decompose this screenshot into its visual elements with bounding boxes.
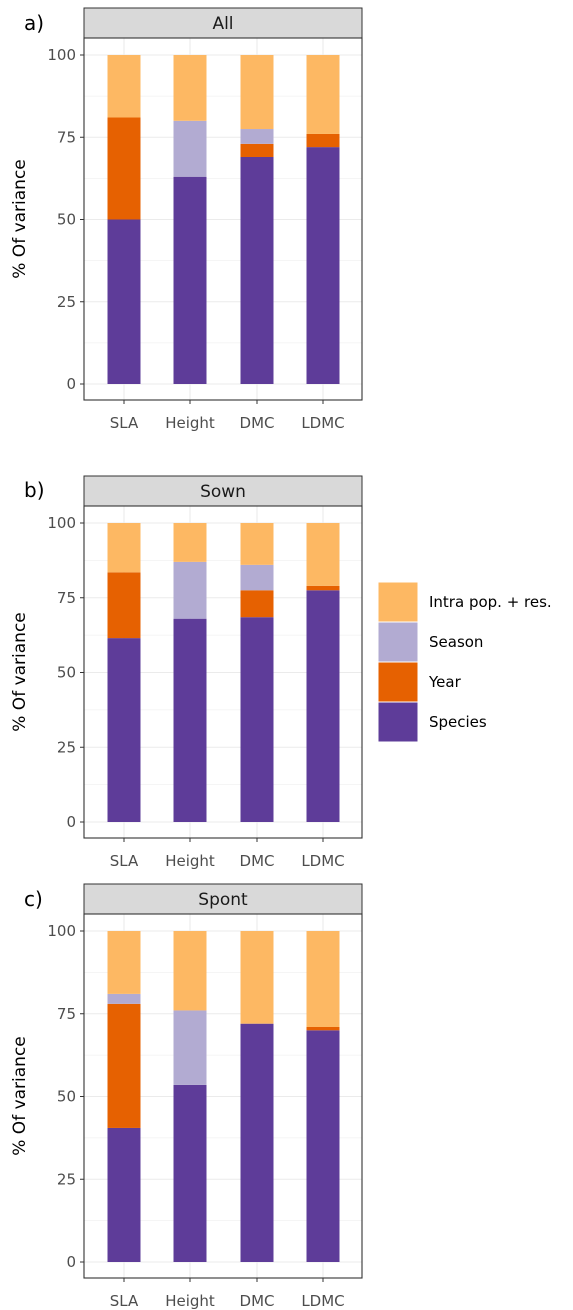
facet-strip xyxy=(83,883,363,915)
y-tick-label: 100 xyxy=(47,922,76,940)
bar-dmc-intra-pop-res xyxy=(240,931,274,1024)
legend-key-species xyxy=(377,701,419,743)
y-tick-label: 50 xyxy=(57,1088,76,1106)
bar-height-species xyxy=(173,1084,207,1262)
y-tick-label: 0 xyxy=(66,375,76,393)
x-tick-label: DMC xyxy=(240,852,275,870)
bar-sla-year xyxy=(107,1003,141,1128)
bar-sla-intra-pop-res xyxy=(107,55,141,118)
legend-key-year xyxy=(377,661,419,703)
facet-strip xyxy=(83,475,363,507)
bar-ldmc-species xyxy=(306,147,340,384)
bar-ldmc-intra-pop-res xyxy=(306,523,340,586)
legend-key-season xyxy=(377,621,419,663)
panel-letter: c) xyxy=(24,887,43,911)
bar-height-species xyxy=(173,618,207,822)
y-tick-label: 75 xyxy=(57,1005,76,1023)
bar-height-species xyxy=(173,176,207,384)
bar-sla-species xyxy=(107,219,141,384)
x-tick-label: SLA xyxy=(110,1292,139,1310)
y-tick-label: 25 xyxy=(57,293,76,311)
y-tick-label: 75 xyxy=(57,128,76,146)
legend-label: Species xyxy=(429,713,487,731)
bar-height-season xyxy=(173,120,207,177)
bar-height-season xyxy=(173,1010,207,1085)
bar-height-intra-pop-res xyxy=(173,523,207,562)
panel-all: a) All 0 25 50 75 100 SLA Height DMC LDMC % Of vari… xyxy=(10,7,363,432)
x-tick-label: LDMC xyxy=(301,852,344,870)
legend: Intra pop. + res. Season Year Species xyxy=(377,581,552,743)
y-tick-label: 0 xyxy=(66,813,76,831)
x-tick-label: Height xyxy=(165,414,215,432)
x-tick-label: DMC xyxy=(240,414,275,432)
y-axis-title: % Of variance xyxy=(10,1036,30,1156)
bar-height-intra-pop-res xyxy=(173,55,207,121)
legend-label: Year xyxy=(428,673,462,691)
x-tick-label: SLA xyxy=(110,852,139,870)
bar-ldmc-year xyxy=(306,585,340,591)
y-tick-label: 100 xyxy=(47,46,76,64)
bar-dmc-intra-pop-res xyxy=(240,523,274,565)
bar-sla-intra-pop-res xyxy=(107,931,141,994)
y-axis-title: % Of variance xyxy=(10,612,30,732)
panel-letter: a) xyxy=(24,11,44,35)
bar-dmc-species xyxy=(240,1023,274,1262)
y-tick-label: 0 xyxy=(66,1253,76,1271)
bar-sla-species xyxy=(107,1127,141,1262)
bar-ldmc-intra-pop-res xyxy=(306,55,340,134)
bar-dmc-intra-pop-res xyxy=(240,55,274,130)
bar-height-season xyxy=(173,561,207,619)
bar-dmc-year xyxy=(240,143,274,157)
bar-dmc-season xyxy=(240,129,274,144)
y-axis-title: % Of variance xyxy=(10,159,30,279)
bar-sla-year xyxy=(107,572,141,639)
x-tick-label: DMC xyxy=(240,1292,275,1310)
bar-ldmc-year xyxy=(306,133,340,148)
facet-strip xyxy=(83,7,363,39)
panel-spont: c) Spont 0 25 50 75 100 SLA Height DMC LDMC % Of va… xyxy=(10,883,363,1310)
panel-letter: b) xyxy=(24,478,45,502)
bar-ldmc-species xyxy=(306,1030,340,1262)
y-tick-label: 25 xyxy=(57,738,76,756)
bar-dmc-year xyxy=(240,590,274,618)
bar-height-intra-pop-res xyxy=(173,931,207,1011)
y-tick-label: 25 xyxy=(57,1170,76,1188)
panel-sown: b) Sown 0 25 50 75 100 SLA Height DMC LDMC % Of var… xyxy=(10,475,363,870)
x-tick-label: LDMC xyxy=(301,414,344,432)
legend-label: Intra pop. + res. xyxy=(429,593,552,611)
y-tick-label: 100 xyxy=(47,514,76,532)
bar-dmc-season xyxy=(240,564,274,591)
y-tick-label: 75 xyxy=(57,589,76,607)
bar-sla-season xyxy=(107,993,141,1004)
y-tick-label: 50 xyxy=(57,664,76,682)
bar-dmc-species xyxy=(240,156,274,384)
legend-key-intra-pop-res xyxy=(377,581,419,623)
x-tick-label: LDMC xyxy=(301,1292,344,1310)
x-tick-label: Height xyxy=(165,852,215,870)
bar-dmc-species xyxy=(240,617,274,822)
legend-label: Season xyxy=(429,633,483,651)
bar-sla-intra-pop-res xyxy=(107,523,141,573)
bar-sla-year xyxy=(107,117,141,220)
facet-title: All xyxy=(212,14,233,34)
facet-title: Sown xyxy=(200,482,246,502)
y-tick-label: 50 xyxy=(57,211,76,229)
bar-ldmc-year xyxy=(306,1026,340,1031)
x-tick-label: SLA xyxy=(110,414,139,432)
bar-ldmc-species xyxy=(306,590,340,822)
bar-sla-species xyxy=(107,638,141,822)
x-tick-label: Height xyxy=(165,1292,215,1310)
bar-ldmc-intra-pop-res xyxy=(306,931,340,1027)
facet-title: Spont xyxy=(198,890,248,910)
